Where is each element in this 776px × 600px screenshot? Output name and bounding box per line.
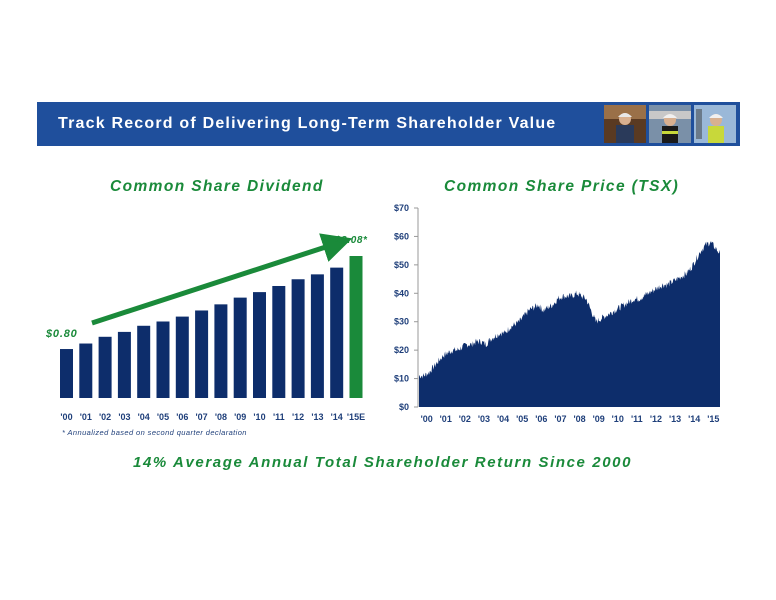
page-title: Track Record of Delivering Long-Term Sha… [58, 115, 557, 132]
dividend-bar [137, 325, 151, 398]
dividend-x-tick: '12 [292, 412, 304, 422]
tsr-note: 14% Average Annual Total Shareholder Ret… [133, 454, 633, 471]
price-x-tick: '15 [707, 414, 719, 424]
dividend-x-tick: '02 [99, 412, 111, 422]
footnote: * Annualized based on second quarter dec… [62, 428, 247, 437]
dividend-x-tick: '10 [253, 412, 265, 422]
price-x-tick: '03 [478, 414, 490, 424]
dividend-bar [291, 279, 305, 398]
dividend-x-tick: '03 [118, 412, 130, 422]
dividend-chart-title: Common Share Dividend [110, 178, 324, 195]
price-y-tick: $10 [394, 374, 409, 384]
dividend-x-tick: '05 [157, 412, 169, 422]
dividend-bar [98, 336, 112, 398]
dividend-bar [330, 267, 344, 398]
price-y-tick: $0 [399, 402, 409, 412]
price-y-tick: $70 [394, 203, 409, 213]
price-x-tick: '06 [535, 414, 547, 424]
dividend-bar [60, 349, 73, 398]
dividend-bar [117, 331, 131, 398]
price-x-tick: '08 [573, 414, 585, 424]
dividend-x-tick: '09 [234, 412, 246, 422]
dividend-x-tick: '07 [196, 412, 208, 422]
dividend-bar [349, 256, 363, 398]
dividend-x-tick: '04 [138, 412, 150, 422]
price-x-tick: '02 [459, 414, 471, 424]
price-y-tick: $40 [394, 288, 409, 298]
price-x-tick: '14 [688, 414, 700, 424]
dividend-bar [253, 292, 266, 398]
dividend-bar [272, 285, 286, 398]
dividend-x-tick: '00 [60, 412, 72, 422]
price-x-tick: '05 [516, 414, 528, 424]
price-x-tick: '07 [554, 414, 566, 424]
dividend-x-tick: '06 [176, 412, 188, 422]
trend-arrow [91, 233, 353, 326]
price-x-tick: '09 [593, 414, 605, 424]
dividend-x-tick: '11 [273, 412, 285, 422]
dividend-bar [175, 316, 189, 398]
dividend-bar [156, 321, 170, 398]
price-y-tick: $50 [394, 260, 409, 270]
header-banner: Track Record of Delivering Long-Term Sha… [37, 102, 740, 146]
dividend-x-tick: '15E [347, 412, 365, 422]
dividend-x-tick: '08 [215, 412, 227, 422]
price-area-series [419, 241, 720, 407]
dividend-bar [195, 310, 209, 398]
dividend-bar [233, 297, 247, 398]
price-x-tick: '00 [421, 414, 433, 424]
first-value-label: $0.80 [45, 328, 78, 340]
refinery-worker-photo-icon [694, 105, 736, 143]
dividend-bar [214, 304, 228, 398]
dividend-bar [79, 343, 93, 398]
header-photos [604, 105, 736, 143]
dividend-x-tick: '01 [80, 412, 92, 422]
last-value-label: $2.08* [334, 235, 368, 246]
price-x-tick: '04 [497, 414, 509, 424]
price-y-tick: $20 [394, 345, 409, 355]
price-y-tick: $60 [394, 231, 409, 241]
price-y-tick: $30 [394, 317, 409, 327]
price-x-tick: '11 [631, 414, 643, 424]
dividend-bar [310, 274, 324, 398]
price-x-tick: '13 [669, 414, 681, 424]
price-chart-title: Common Share Price (TSX) [444, 178, 680, 195]
price-x-tick: '12 [650, 414, 662, 424]
price-x-tick: '10 [612, 414, 624, 424]
dividend-x-tick: '14 [331, 412, 343, 422]
price-x-tick: '01 [440, 414, 452, 424]
dividend-x-tick: '13 [311, 412, 323, 422]
pipeline-worker-photo-icon [649, 105, 691, 143]
worker-photo-icon [604, 105, 646, 143]
